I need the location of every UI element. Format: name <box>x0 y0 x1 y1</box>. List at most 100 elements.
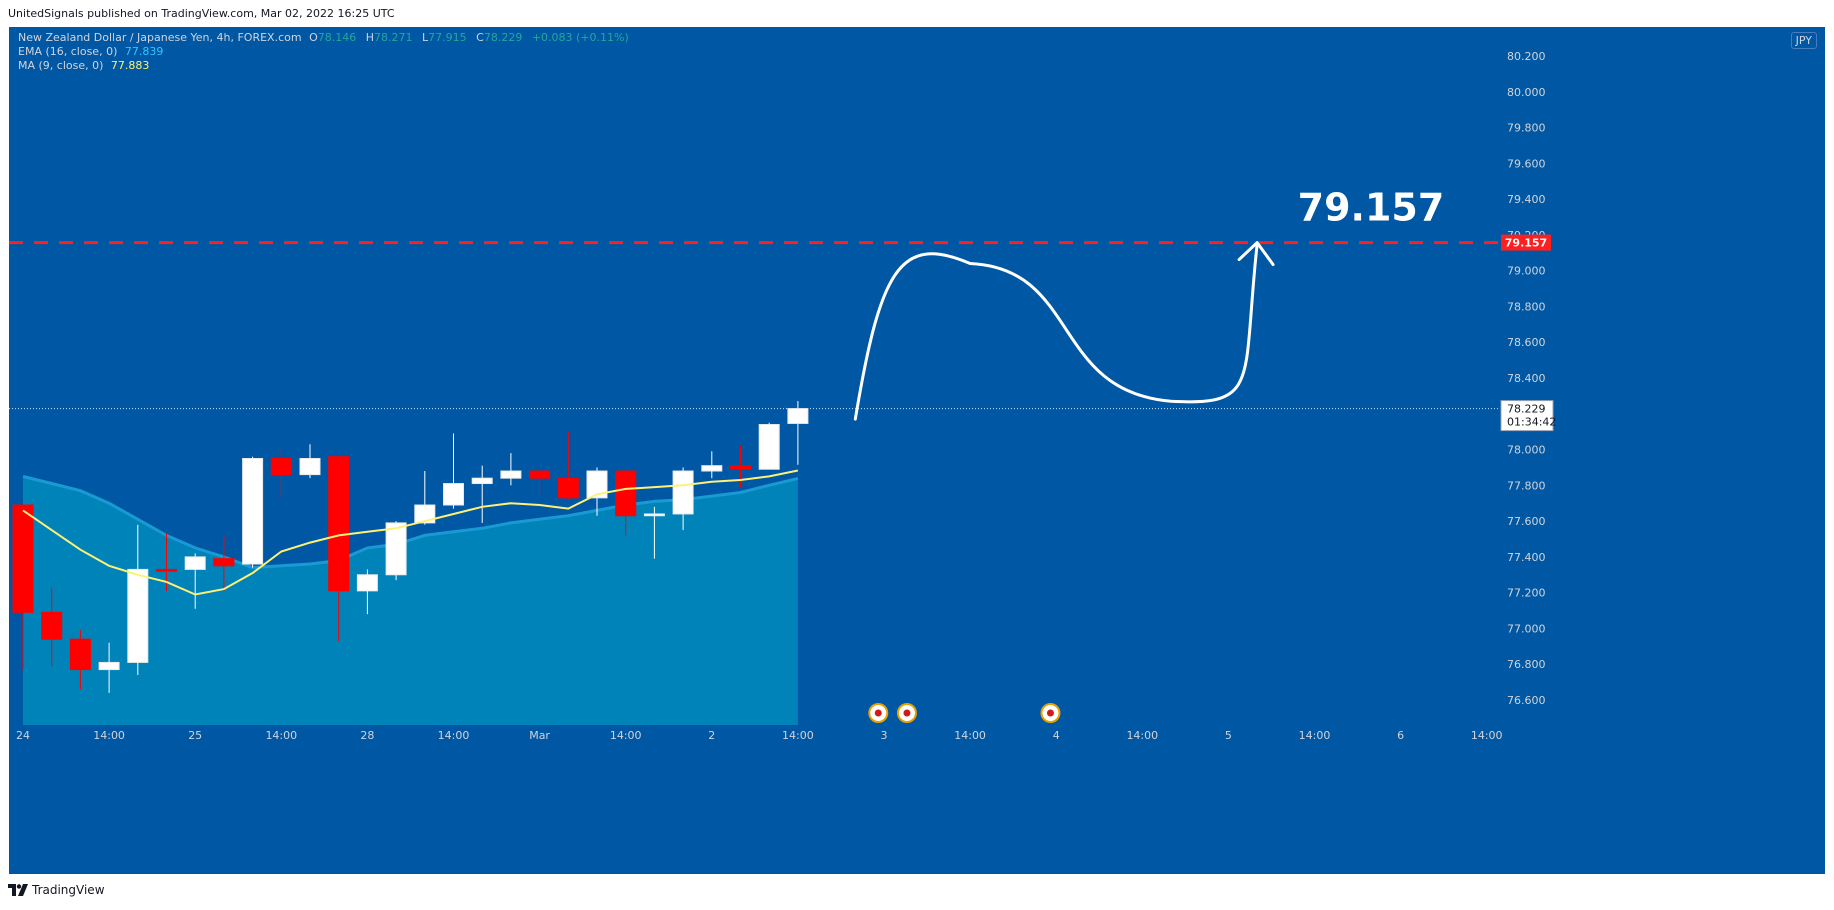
last-price-label: 78.229 <box>1507 403 1546 416</box>
chart-panel[interactable]: 79.157 76.600 76.800 77.000 77.200 77.400 77.6… <box>9 27 1825 874</box>
candle-body <box>356 574 378 592</box>
candle <box>758 422 780 470</box>
candle <box>385 521 407 581</box>
candle <box>529 470 551 497</box>
x-tick-label: 14:00 <box>610 729 642 742</box>
event-marker-dot <box>874 709 882 717</box>
x-tick-label: 14:00 <box>93 729 125 742</box>
candle-body <box>127 568 149 663</box>
candle <box>672 467 694 531</box>
candle <box>299 444 321 479</box>
legend-open-label: O <box>309 31 318 44</box>
legend-ma-row[interactable]: MA (9, close, 0) 77.883 <box>18 59 153 72</box>
ema-area-fill <box>23 476 798 725</box>
y-tick-label: 77.000 <box>1507 622 1546 635</box>
legend-close-label: C <box>476 31 484 44</box>
legend-high: 78.271 <box>374 31 413 44</box>
projection-arrowhead <box>1237 241 1275 267</box>
x-tick-label: 14:00 <box>782 729 814 742</box>
candle-body <box>672 470 694 515</box>
candle-body <box>385 522 407 576</box>
event-marker-dot <box>1046 709 1054 717</box>
countdown-label: 01:34:42 <box>1507 416 1556 429</box>
x-tick-label: 14:00 <box>1126 729 1158 742</box>
candle-body <box>529 470 551 479</box>
legend-low: 77.915 <box>428 31 467 44</box>
candle-body <box>787 408 809 424</box>
x-tick-label: 24 <box>16 729 30 742</box>
y-tick-label: 78.600 <box>1507 336 1546 349</box>
y-tick-label: 79.400 <box>1507 193 1546 206</box>
x-tick-label: 14:00 <box>438 729 470 742</box>
y-tick-label: 76.600 <box>1507 694 1546 707</box>
x-tick-label: 28 <box>360 729 374 742</box>
y-tick-label: 80.000 <box>1507 86 1546 99</box>
candle <box>500 453 522 486</box>
candle <box>242 456 264 568</box>
candle <box>184 553 206 609</box>
candle-body <box>557 477 579 499</box>
candle <box>701 451 723 479</box>
target-price-label: 79.157 <box>1505 237 1547 250</box>
candle <box>98 642 120 693</box>
candle <box>41 587 63 667</box>
target-annotation: 79.157 <box>1298 186 1445 230</box>
candle-body <box>701 465 723 472</box>
x-tick-label: 14:00 <box>954 729 986 742</box>
candle-body <box>615 470 637 517</box>
candle-body <box>12 504 34 613</box>
candle-body <box>184 556 206 570</box>
x-tick-label: 5 <box>1225 729 1232 742</box>
candle-body <box>643 513 665 517</box>
y-tick-label: 79.800 <box>1507 122 1546 135</box>
legend-ema-label: EMA (16, close, 0) <box>18 45 118 58</box>
candle <box>12 504 34 670</box>
legend-high-label: H <box>365 31 375 44</box>
candle <box>557 431 579 500</box>
candle <box>643 506 665 559</box>
y-tick-label: 78.000 <box>1507 444 1546 457</box>
candle-body <box>471 477 493 485</box>
footer-brand: TradingView <box>32 883 105 897</box>
candle-body <box>414 504 436 524</box>
candle-body <box>758 424 780 470</box>
candle <box>69 630 91 690</box>
candle-body <box>328 456 350 592</box>
candle-body <box>69 638 91 671</box>
candle <box>443 433 464 509</box>
x-tick-label: 2 <box>708 729 715 742</box>
candle <box>615 470 637 536</box>
candle <box>471 465 493 523</box>
footer: TradingView <box>8 883 105 897</box>
event-marker-icon <box>896 703 917 723</box>
candle <box>787 401 809 465</box>
target-price-label-bg <box>1501 234 1551 251</box>
candle <box>586 467 608 516</box>
y-tick-label: 77.200 <box>1507 587 1546 600</box>
ma-line <box>22 469 799 596</box>
candle-body <box>730 465 751 470</box>
candle <box>414 471 436 525</box>
legend-low-label: L <box>422 31 429 44</box>
candle <box>127 524 149 675</box>
currency-badge[interactable]: JPY <box>1790 32 1817 49</box>
x-tick-label: 14:00 <box>265 729 297 742</box>
y-tick-label: 79.000 <box>1507 265 1546 278</box>
candle-body <box>156 568 177 572</box>
candle-body <box>98 661 120 671</box>
candle-body <box>213 558 235 567</box>
legend-ema-value: 77.839 <box>124 45 164 58</box>
price-chart[interactable]: 79.157 76.600 76.800 77.000 77.200 77.400 77.6… <box>9 27 1825 874</box>
candle-body <box>443 483 464 506</box>
candle-body <box>586 470 608 499</box>
legend-change: +0.083 (+0.11%) <box>531 31 629 44</box>
candle <box>328 456 350 641</box>
event-marker-dot <box>903 709 911 717</box>
candle-body <box>270 458 292 476</box>
x-tick-label: 14:00 <box>1299 729 1331 742</box>
last-price-label-bg <box>1500 400 1554 432</box>
legend-ema-row[interactable]: EMA (16, close, 0) 77.839 <box>18 45 167 58</box>
x-tick-label: 4 <box>1053 729 1060 742</box>
legend-symbol-row[interactable]: New Zealand Dollar / Japanese Yen, 4h, F… <box>18 31 635 44</box>
event-marker-icon <box>868 703 889 723</box>
